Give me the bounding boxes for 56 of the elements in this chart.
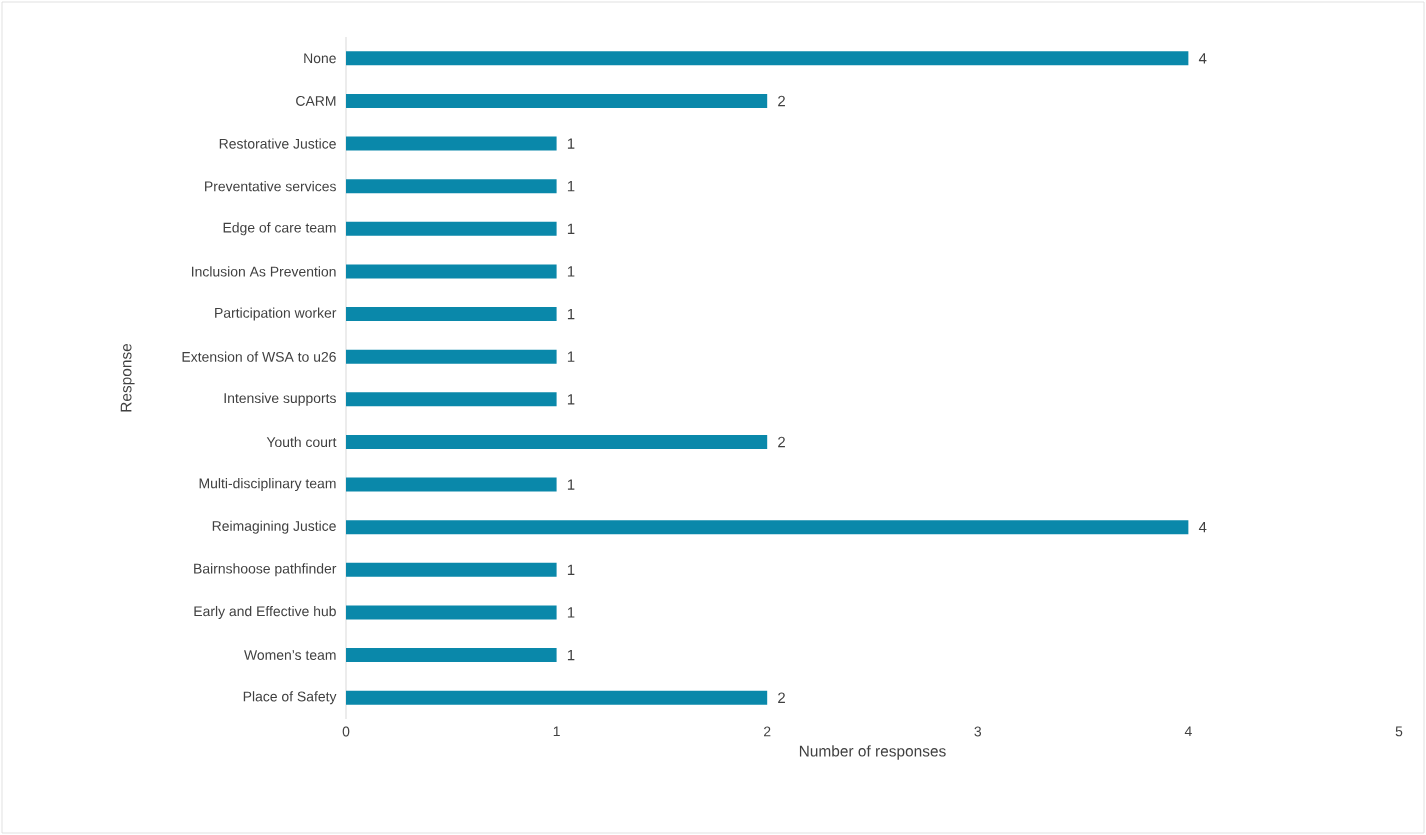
data-label: 1 xyxy=(567,138,575,149)
y-tick-label: Youth court xyxy=(266,436,337,448)
y-tick-label: Women’s team xyxy=(244,650,336,660)
y-tick-label: Edge of care team xyxy=(223,222,336,236)
bar xyxy=(346,264,557,279)
data-label: 1 xyxy=(567,607,575,618)
y-tick-label: Inclusion As Prevention xyxy=(192,266,336,277)
bar xyxy=(346,51,1189,66)
data-label: 4 xyxy=(1198,522,1207,533)
bar xyxy=(346,93,768,108)
bar xyxy=(346,221,557,236)
x-tick-label: 3 xyxy=(974,726,982,737)
y-tick-label: Extension of WSA to u26 xyxy=(182,351,336,362)
y-tick-label: None xyxy=(304,53,336,64)
x-axis-title: Number of responses xyxy=(799,745,946,760)
bar xyxy=(346,307,557,322)
bar xyxy=(346,605,557,620)
data-label: 1 xyxy=(567,351,575,362)
y-tick-label: Multi-disciplinary team xyxy=(199,478,336,492)
data-label: 2 xyxy=(778,436,785,448)
x-tick-label: 5 xyxy=(1395,726,1403,737)
y-tick-label: Restorative Justice xyxy=(219,138,336,149)
bar xyxy=(346,648,557,663)
data-label: 2 xyxy=(778,692,785,703)
x-tick-label: 0 xyxy=(342,726,350,737)
x-tick-label: 4 xyxy=(1184,726,1192,737)
bar xyxy=(346,520,1189,535)
bar xyxy=(346,477,557,492)
data-label: 1 xyxy=(567,564,575,575)
y-tick-label: Preventative services xyxy=(205,181,336,192)
bar xyxy=(346,349,557,364)
data-label: 1 xyxy=(567,649,575,661)
bar xyxy=(346,562,557,577)
data-label: 1 xyxy=(567,266,575,277)
data-label: 1 xyxy=(567,479,575,490)
data-label: 2 xyxy=(778,95,785,107)
y-tick-label: Reimagining Justice xyxy=(212,520,336,534)
y-tick-label: Place of Safety xyxy=(243,691,337,705)
bar xyxy=(346,690,768,705)
bar xyxy=(346,392,557,407)
bar xyxy=(346,179,557,194)
data-label: 1 xyxy=(567,223,575,234)
x-tick-label: 1 xyxy=(553,726,560,737)
y-tick-label: Early and Effective hub xyxy=(194,605,336,619)
y-tick-label: Intensive supports xyxy=(224,392,336,406)
y-tick-label: Bairnshoose pathfinder xyxy=(194,563,337,577)
y-tick-label: Participation worker xyxy=(215,307,337,321)
y-tick-label: CARM xyxy=(296,95,336,106)
bar xyxy=(346,434,768,449)
data-label: 1 xyxy=(567,308,575,320)
data-label: 4 xyxy=(1198,53,1207,64)
bar xyxy=(346,136,557,151)
x-tick-label: 2 xyxy=(764,726,771,737)
data-label: 1 xyxy=(567,181,575,192)
y-axis-title: Response xyxy=(120,343,135,412)
data-label: 1 xyxy=(567,394,575,405)
